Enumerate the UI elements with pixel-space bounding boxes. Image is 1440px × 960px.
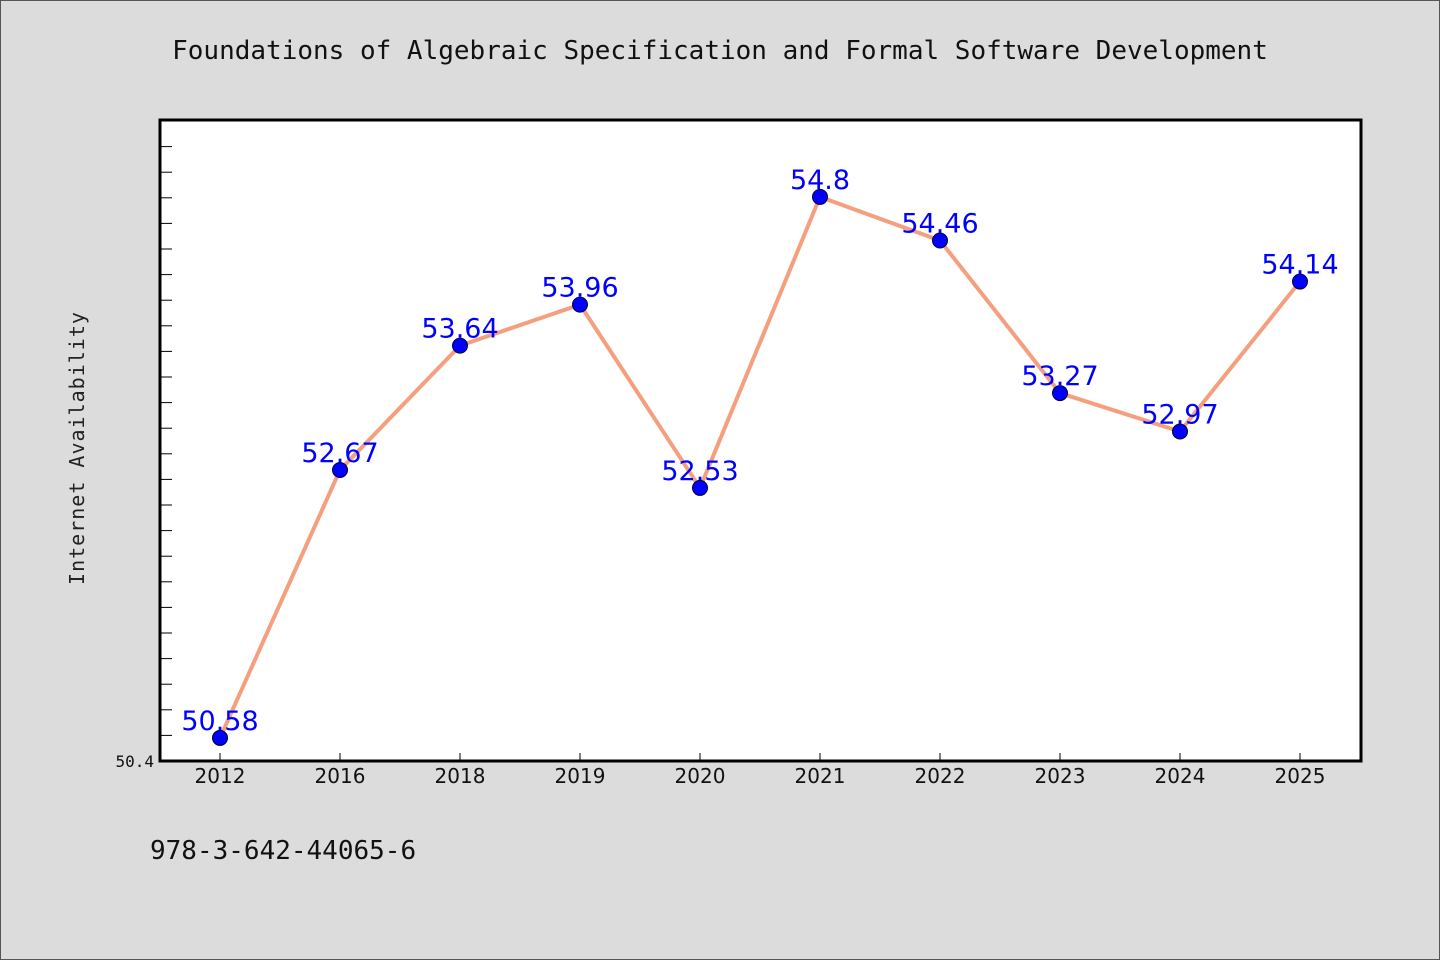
x-tick-label: 2024 (1155, 764, 1206, 788)
series-line (218, 194, 1302, 740)
data-label: 53.27 (1021, 361, 1098, 392)
data-point (932, 232, 948, 249)
x-tick-label: 2019 (555, 764, 606, 788)
x-tick-label: 2023 (1035, 764, 1086, 788)
data-point (1052, 385, 1068, 402)
plot-border (158, 118, 1363, 763)
data-label: 52.97 (1141, 400, 1218, 431)
data-point (452, 337, 468, 354)
isbn-footer: 978-3-642-44065-6 (150, 836, 417, 866)
x-tick-label: 2020 (675, 764, 726, 788)
data-point (692, 479, 708, 496)
data-point (812, 188, 828, 205)
x-tick-label: 2016 (315, 764, 366, 788)
x-tick-label: 2025 (1275, 764, 1326, 788)
x-tick-label: 2018 (435, 764, 486, 788)
x-tick-label: 2012 (195, 764, 246, 788)
data-label: 54.8 (790, 165, 850, 196)
data-label: 52.53 (661, 456, 738, 487)
data-label: 50.58 (181, 706, 258, 737)
data-point (1292, 273, 1308, 290)
data-point (1172, 423, 1188, 440)
chart-title: Foundations of Algebraic Specification a… (172, 36, 1268, 66)
data-label: 54.14 (1261, 250, 1338, 281)
data-point (332, 461, 348, 478)
data-point (212, 729, 228, 746)
data-point (572, 296, 588, 313)
data-label: 53.96 (541, 273, 618, 304)
x-tick-label: 2021 (795, 764, 846, 788)
data-label: 53.64 (421, 314, 498, 345)
y-tick-label: 50.4 (115, 752, 154, 771)
plot-area (160, 120, 1361, 761)
x-tick-label: 2022 (915, 764, 966, 788)
data-label: 54.46 (901, 209, 978, 240)
data-label: 52.67 (301, 438, 378, 469)
